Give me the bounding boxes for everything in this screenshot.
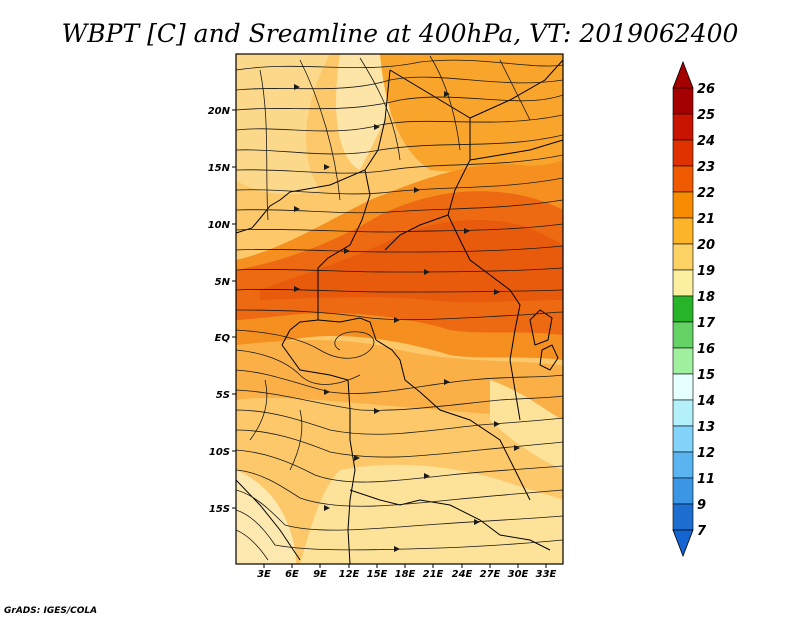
colorbar-label: 18 xyxy=(697,290,715,305)
map-title: WBPT [C] and Sreamline at 400hPa, VT: 20… xyxy=(62,19,739,48)
shade-south-light xyxy=(300,464,563,564)
lon-label-6e: 6E xyxy=(285,569,299,580)
lon-label-18e: 18E xyxy=(395,569,416,580)
colorbar-swatch xyxy=(672,425,694,453)
colorbar-bottom-arrow xyxy=(672,529,694,558)
colorbar-label: 17 xyxy=(697,316,716,331)
colorbar-label: 16 xyxy=(697,342,715,357)
shade-east-light xyxy=(490,380,563,470)
lat-label-15n: 15N xyxy=(208,163,231,174)
colorbar-swatch xyxy=(672,503,694,531)
colorbar-swatch xyxy=(672,347,694,375)
map-panel xyxy=(235,53,564,565)
lat-label-10n: 10N xyxy=(208,220,231,231)
lat-label-15s: 15S xyxy=(209,504,230,515)
colorbar-swatch xyxy=(672,321,694,349)
lon-label-12e: 12E xyxy=(339,569,360,580)
colorbar-swatch xyxy=(672,295,694,323)
colorbar-swatch xyxy=(672,165,694,193)
streamline-arrows xyxy=(294,84,520,552)
lat-label-5s: 5S xyxy=(216,390,230,401)
colorbar-label: 9 xyxy=(697,498,706,513)
lon-label-9e: 9E xyxy=(313,569,327,580)
shade-orange-north xyxy=(380,54,563,175)
colorbar-swatch xyxy=(672,399,694,427)
colorbar-label: 12 xyxy=(697,446,715,461)
colorbar-label: 26 xyxy=(697,82,715,97)
colorbar-top-arrow xyxy=(672,60,694,89)
colorbar-label: 24 xyxy=(697,134,715,149)
colorbar-swatch xyxy=(672,191,694,219)
shade-south-orange xyxy=(236,340,563,420)
colorbar-label: 11 xyxy=(697,472,715,487)
lat-label-5n: 5N xyxy=(215,277,231,288)
streamlines xyxy=(236,55,563,561)
colorbar-swatch xyxy=(672,451,694,479)
lat-label-eq: EQ xyxy=(215,333,231,344)
colorbar-label: 13 xyxy=(697,420,715,435)
latitude-axis: 20N 15N 10N 5N EQ 5S 10S 15S xyxy=(208,106,236,515)
colorbar-swatch xyxy=(672,87,694,115)
colorbar-label: 15 xyxy=(697,368,715,383)
lon-label-33e: 33E xyxy=(536,569,557,580)
colorbar-label: 14 xyxy=(697,394,715,409)
colorbar-label: 20 xyxy=(697,238,715,253)
lon-label-15e: 15E xyxy=(367,569,388,580)
lon-label-30e: 30E xyxy=(508,569,529,580)
colorbar-swatch xyxy=(672,269,694,297)
lon-label-27e: 27E xyxy=(480,569,501,580)
grads-credit: GrADS: IGES/COLA xyxy=(4,606,97,616)
longitude-axis: 3E 6E 9E 12E 15E 18E 21E 24E 27E 30E 33E xyxy=(257,564,557,580)
shade-hot-center xyxy=(260,220,563,303)
lon-label-24e: 24E xyxy=(452,569,473,580)
colorbar-swatch xyxy=(672,217,694,245)
colorbar-label: 23 xyxy=(697,160,715,175)
shade-southwest-light xyxy=(236,470,296,564)
lat-label-20n: 20N xyxy=(208,106,231,117)
colorbar-swatch xyxy=(672,139,694,167)
colorbar-swatch xyxy=(672,373,694,401)
colorbar-label: 19 xyxy=(697,264,715,279)
colorbar-label: 21 xyxy=(697,212,715,227)
colorbar: 26 25 24 23 22 21 20 19 18 17 16 15 14 13 12 11 9 7 xyxy=(672,60,716,558)
country-borders xyxy=(236,59,563,564)
lon-label-3e: 3E xyxy=(257,569,271,580)
colorbar-label: 7 xyxy=(697,524,707,539)
map-frame xyxy=(235,53,564,565)
colorbar-swatch xyxy=(672,113,694,141)
lat-label-10s: 10S xyxy=(209,447,230,458)
colorbar-swatch xyxy=(672,477,694,505)
colorbar-label: 22 xyxy=(697,186,715,201)
lon-label-21e: 21E xyxy=(423,569,444,580)
colorbar-swatch xyxy=(672,243,694,271)
colorbar-label: 25 xyxy=(697,108,715,123)
